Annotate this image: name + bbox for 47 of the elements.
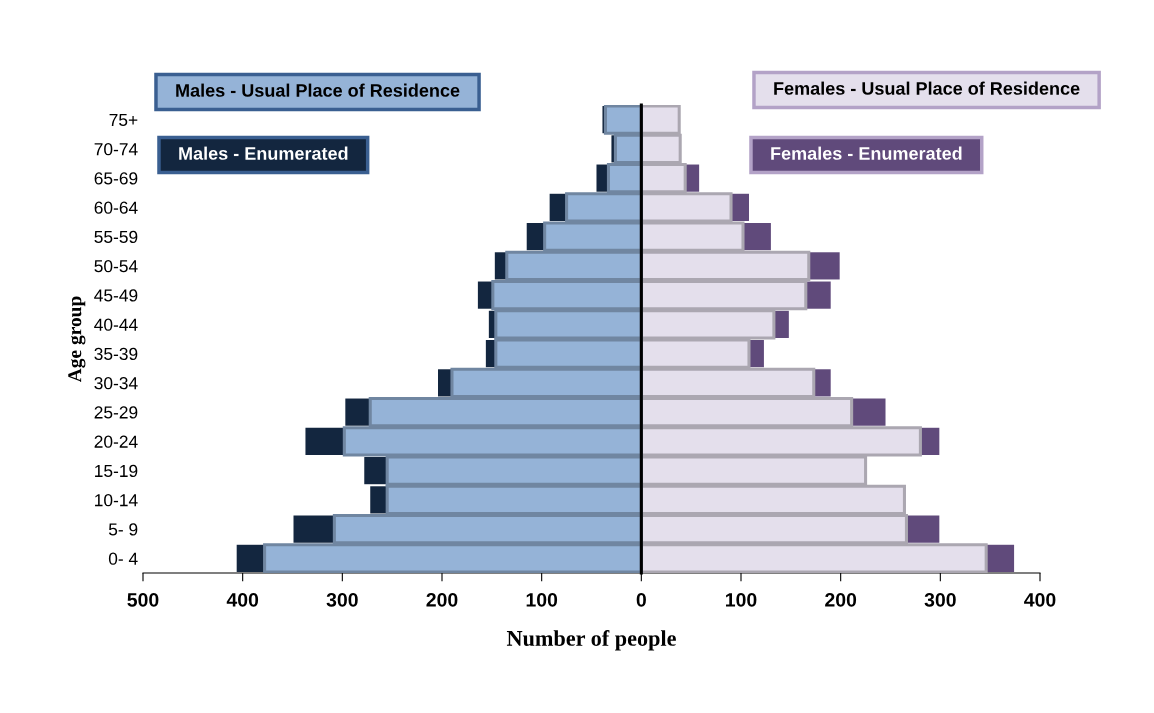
bar [773,310,789,338]
bar [742,223,771,251]
y-axis-title: Age group [68,296,86,383]
bar [345,398,371,426]
bar [805,281,831,309]
y-tick-label: 45-49 [94,289,138,302]
x-tick-label: 400 [1024,592,1056,607]
bar [236,544,265,572]
y-tick-label: 75+ [109,113,138,127]
text: Females - Usual Place of Residence [774,81,1080,95]
bar [851,398,886,426]
bar [986,544,1015,572]
y-tick-label: 25-29 [94,406,138,419]
bar [293,515,335,543]
text: Females - Enumerated [771,146,962,160]
y-tick-label: 70-74 [94,143,138,156]
bar [305,427,345,455]
bar [370,486,388,514]
text: Males - Usual Place of Residence [176,83,460,97]
y-tick-label: 10-14 [95,494,138,507]
x-axis-title: Number of people [506,630,676,651]
y-tick-label: 60-64 [94,201,138,214]
bar [813,369,831,397]
y-tick-label: 40-44 [94,318,138,331]
x-tick-label: 300 [924,592,956,607]
y-tick-label: 15-19 [95,464,138,478]
y-tick-label: 5- 9 [108,523,138,536]
x-tick-label: 100 [726,592,757,607]
bar [906,515,940,543]
x-tick-label: 500 [127,592,159,607]
bar [596,164,609,192]
y-tick-label: 30-34 [94,377,138,390]
y-tick-label: 65-69 [94,172,138,185]
bar [808,252,840,280]
x-tick-label: 300 [326,592,358,607]
x-tick-label: 400 [226,592,259,607]
x-tick-label: 200 [825,592,857,607]
x-tick-label: 200 [426,592,458,607]
text: Males - Enumerated [179,146,348,160]
y-tick-label: 20-24 [94,435,138,448]
x-tick-label: 100 [526,592,558,607]
y-tick-label: 50-54 [94,260,138,273]
x-tick-label: 0 [636,592,646,607]
y-tick-label: 35-39 [94,347,138,361]
y-tick-label: 55-59 [94,230,138,244]
y-tick-label: 0- 4 [108,552,138,565]
bar [364,457,388,485]
